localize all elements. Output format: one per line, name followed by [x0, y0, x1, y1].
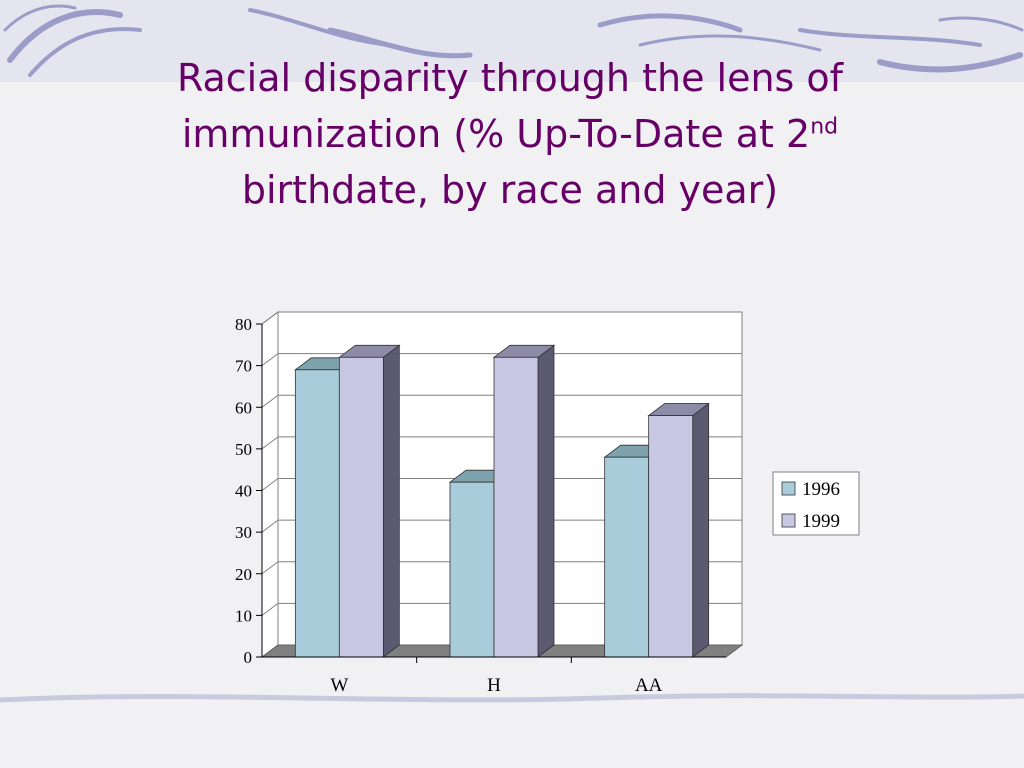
- x-tick-label: AA: [635, 675, 663, 696]
- bar: [294, 369, 340, 658]
- gridline-side: [261, 478, 279, 491]
- legend-swatch: [781, 513, 796, 528]
- header-band: [0, 0, 1024, 82]
- title-superscript: nd: [810, 114, 839, 140]
- y-tick-label: 10: [235, 606, 252, 625]
- gridline-side: [261, 436, 279, 450]
- gridline-side: [261, 602, 279, 616]
- bar-side: [692, 402, 710, 658]
- gridline-side: [261, 353, 279, 367]
- legend-swatch: [781, 481, 796, 496]
- slide-title: Racial disparity through the lens of imm…: [110, 50, 910, 218]
- y-tick-label: 30: [235, 523, 252, 542]
- y-tick-label: 60: [235, 398, 252, 417]
- y-tick-label: 80: [235, 315, 252, 334]
- bar: [648, 415, 694, 658]
- y-tick-label: 0: [244, 648, 253, 667]
- bar-side: [537, 344, 555, 658]
- gridline-side: [261, 519, 279, 533]
- y-tick-label: 40: [235, 482, 252, 501]
- x-tick-label: H: [487, 675, 501, 696]
- title-line-1: Racial disparity through the lens of: [176, 56, 844, 100]
- y-tick-label: 20: [235, 565, 252, 584]
- legend-label: 1999: [802, 511, 840, 532]
- gridline-side: [261, 311, 279, 325]
- x-tick-label: W: [330, 675, 348, 696]
- title-line-2: immunization (% Up-To-Date at 2: [181, 112, 811, 156]
- bar: [449, 481, 495, 658]
- decorative-swirls: [3, 4, 1024, 77]
- gridline-side: [261, 394, 279, 408]
- y-tick-label: 70: [235, 357, 252, 376]
- gridline-side: [261, 561, 279, 575]
- y-tick-label: 50: [235, 440, 252, 459]
- title-line-3: birthdate, by race and year): [241, 168, 779, 212]
- bar: [604, 456, 650, 658]
- bar: [338, 356, 384, 658]
- footer-swirl: [0, 693, 1024, 703]
- bar-side: [382, 344, 400, 658]
- bar: [493, 356, 539, 658]
- legend: 1996 1999: [772, 471, 860, 536]
- legend-label: 1996: [802, 479, 840, 500]
